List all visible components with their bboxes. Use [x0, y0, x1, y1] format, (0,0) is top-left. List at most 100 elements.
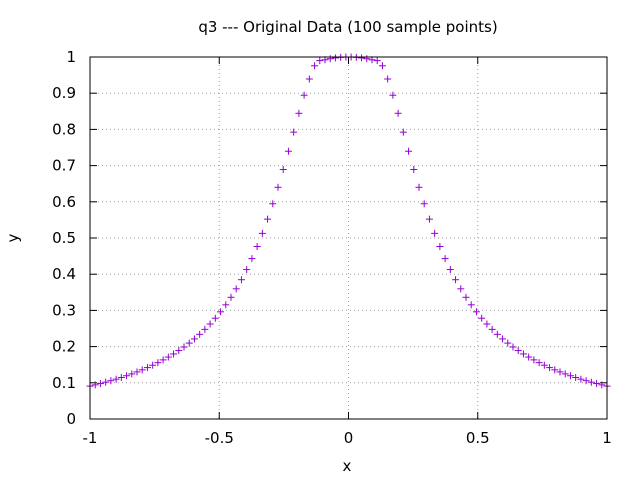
axis-ticks: 0 0.1 0.2 0.3 0.4 0.5 0.6 0.7 0.8 0.9 1 -1 -0.5 0 0.5 1	[52, 48, 612, 447]
data-point	[201, 325, 209, 333]
data-point	[112, 375, 120, 383]
data-point	[493, 330, 501, 338]
data-point	[488, 325, 496, 333]
data-point	[436, 243, 444, 251]
x-tick-label: 1	[602, 429, 612, 447]
data-point	[389, 91, 397, 99]
data-point	[598, 381, 606, 389]
y-tick-label: 0.3	[52, 301, 76, 319]
data-point	[431, 229, 439, 237]
data-point	[143, 364, 151, 372]
data-point	[462, 293, 470, 301]
data-point	[425, 215, 433, 223]
data-point	[358, 54, 366, 62]
data-point	[530, 356, 538, 364]
data-point	[556, 368, 564, 376]
data-point	[243, 266, 251, 274]
data-point	[274, 183, 282, 191]
data-point	[102, 378, 110, 386]
data-point	[363, 55, 371, 63]
x-tick-label: 0.5	[466, 429, 490, 447]
data-point	[504, 339, 512, 347]
data-point	[326, 55, 334, 63]
data-point	[384, 75, 392, 83]
data-point	[577, 375, 585, 383]
data-point	[164, 353, 172, 361]
data-point	[582, 377, 590, 385]
data-point	[264, 215, 272, 223]
y-tick-label: 0.5	[52, 229, 76, 247]
data-point	[170, 350, 178, 358]
data-point	[316, 57, 324, 65]
data-point	[331, 54, 339, 62]
data-point	[237, 276, 245, 284]
x-axis-label: x	[343, 457, 352, 475]
data-point	[394, 109, 402, 117]
data-point	[217, 308, 225, 316]
data-point	[185, 339, 193, 347]
data-point	[305, 75, 313, 83]
data-point	[96, 380, 104, 388]
data-point	[410, 166, 418, 174]
data-point	[399, 128, 407, 136]
data-point	[452, 276, 460, 284]
data-point	[446, 266, 454, 274]
y-axis-label: y	[4, 233, 22, 242]
data-point	[457, 285, 465, 293]
plot-frame	[89, 56, 608, 420]
data-point	[546, 364, 554, 372]
data-point	[258, 229, 266, 237]
data-point	[175, 347, 183, 355]
data-point	[551, 366, 559, 374]
data-point	[566, 372, 574, 380]
data-point	[420, 200, 428, 208]
y-tick-label: 0.1	[52, 374, 76, 392]
grid	[90, 57, 607, 419]
data-point	[405, 147, 413, 155]
data-point	[269, 200, 277, 208]
y-tick-label: 0.4	[52, 265, 76, 283]
y-tick-label: 0.6	[52, 193, 76, 211]
data-point	[483, 320, 491, 328]
data-point	[159, 356, 167, 364]
data-point	[222, 301, 230, 309]
data-point	[248, 255, 256, 263]
data-point	[227, 293, 235, 301]
y-tick-label: 1	[66, 48, 76, 66]
data-point	[300, 91, 308, 99]
data-point	[211, 314, 219, 322]
data-point	[123, 372, 131, 380]
data-point	[154, 359, 162, 367]
data-point	[441, 255, 449, 263]
data-point	[190, 335, 198, 343]
data-point	[514, 347, 522, 355]
data-point	[117, 374, 125, 382]
y-tick-label: 0.8	[52, 120, 76, 138]
data-point	[133, 368, 141, 376]
y-tick-label: 0.7	[52, 157, 76, 175]
data-point	[295, 109, 303, 117]
data-point	[196, 330, 204, 338]
chart-title: q3 --- Original Data (100 sample points)	[198, 18, 497, 36]
data-point	[253, 243, 261, 251]
data-point	[138, 366, 146, 374]
x-tick-label: 0	[344, 429, 354, 447]
data-point	[279, 166, 287, 174]
data-point	[373, 57, 381, 65]
data-point	[593, 380, 601, 388]
data-point	[478, 314, 486, 322]
data-point	[128, 370, 136, 378]
data-point	[311, 62, 319, 70]
data-point	[149, 361, 157, 369]
data-point	[232, 285, 240, 293]
data-point	[519, 350, 527, 358]
data-point	[499, 335, 507, 343]
data-point	[587, 378, 595, 386]
data-point	[206, 320, 214, 328]
data-point	[472, 308, 480, 316]
data-point	[467, 301, 475, 309]
data-point	[525, 353, 533, 361]
data-point	[290, 128, 298, 136]
data-point	[378, 62, 386, 70]
